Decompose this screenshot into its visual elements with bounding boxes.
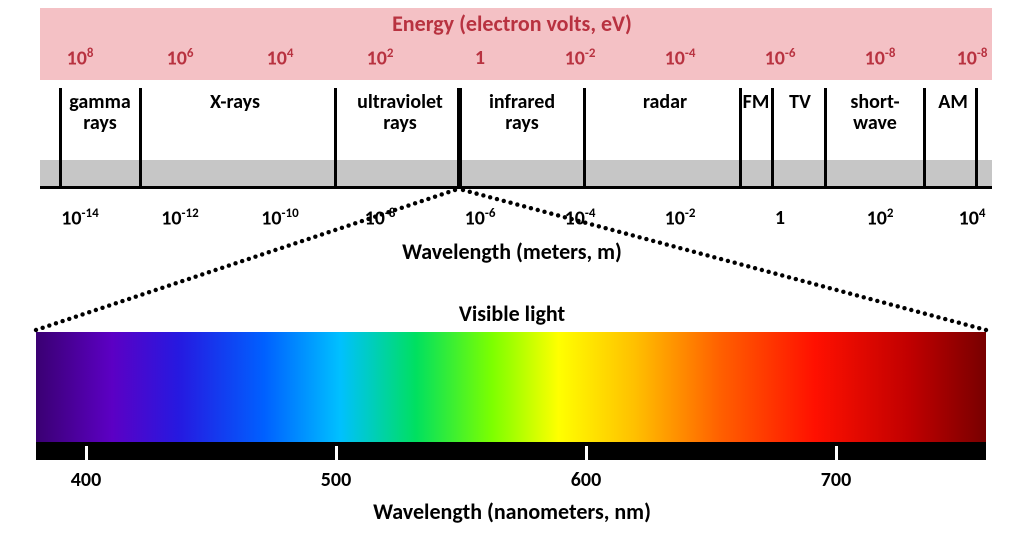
visible-nm-tick	[335, 446, 338, 460]
visible-nm-tick	[835, 446, 838, 460]
visible-nm-tick-label: 500	[321, 468, 351, 492]
visible-title: Visible light	[0, 300, 1024, 327]
visible-nm-tick	[585, 446, 588, 460]
visible-nm-tick-label: 600	[571, 468, 601, 492]
visible-nm-tick	[85, 446, 88, 460]
visible-nm-label: Wavelength (nanometers, nm)	[0, 498, 1024, 525]
visible-nm-tick-label: 700	[821, 468, 851, 492]
visible-nm-tick-label: 400	[71, 468, 101, 492]
visible-gradient	[36, 332, 986, 442]
visible-black-band	[36, 442, 986, 460]
